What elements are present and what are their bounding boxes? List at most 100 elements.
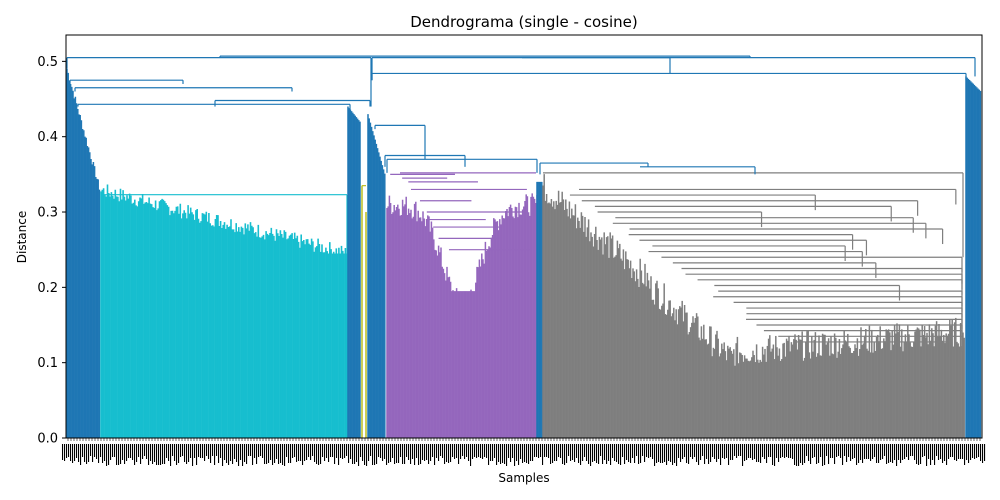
x-leaf-label — [196, 444, 198, 465]
x-leaf-label — [398, 444, 400, 463]
x-leaf-label — [972, 444, 974, 458]
x-leaf-label — [300, 444, 302, 461]
y-tick-label: 0.2 — [37, 281, 58, 296]
x-leaf-label — [146, 444, 148, 459]
x-leaf-label — [878, 444, 880, 463]
x-leaf-label — [914, 444, 916, 460]
x-leaf-label — [188, 444, 190, 462]
x-leaf-label — [270, 444, 272, 460]
x-leaf-label — [580, 444, 582, 465]
x-leaf-label — [96, 444, 98, 459]
x-leaf-label — [352, 444, 354, 464]
x-leaf-label — [84, 444, 86, 462]
x-leaf-label — [750, 444, 752, 458]
x-leaf-label — [628, 444, 630, 462]
x-leaf-label — [610, 444, 612, 465]
x-leaf-label — [98, 444, 100, 463]
x-leaf-label — [280, 444, 282, 463]
x-leaf-label — [764, 444, 766, 459]
x-leaf-label — [582, 444, 584, 461]
x-leaf-label — [112, 444, 114, 457]
x-leaf-label — [442, 444, 444, 458]
y-tick-label: 0.0 — [37, 432, 58, 447]
x-leaf-label — [296, 444, 298, 462]
x-leaf-label — [618, 444, 620, 464]
x-leaf-label — [632, 444, 634, 458]
x-leaf-label — [100, 444, 102, 457]
x-leaf-label — [468, 444, 470, 461]
x-leaf-label — [156, 444, 158, 465]
x-leaf-label — [422, 444, 424, 460]
x-leaf-label — [284, 444, 286, 466]
x-leaf-label — [702, 444, 704, 456]
x-leaf-label — [128, 444, 130, 458]
x-leaf-label — [78, 444, 80, 462]
x-leaf-label — [664, 444, 666, 462]
x-leaf-label — [406, 444, 408, 457]
x-leaf-label — [928, 444, 930, 459]
x-leaf-label — [534, 444, 536, 457]
x-leaf-label — [762, 444, 764, 457]
x-leaf-label — [376, 444, 378, 464]
x-leaf-label — [656, 444, 658, 463]
x-leaf-label — [544, 444, 546, 457]
x-leaf-label — [250, 444, 252, 456]
x-leaf-label — [80, 444, 82, 465]
x-leaf-label — [550, 444, 552, 464]
x-leaf-label — [154, 444, 156, 462]
x-leaf-label — [828, 444, 830, 464]
x-leaf-label — [870, 444, 872, 461]
x-leaf-label — [258, 444, 260, 457]
x-leaf-label — [102, 444, 104, 463]
x-leaf-label — [660, 444, 662, 463]
x-leaf-label — [918, 444, 920, 465]
x-leaf-label — [356, 444, 358, 462]
x-leaf-label — [466, 444, 468, 457]
x-leaf-label — [450, 444, 452, 462]
x-leaf-label — [694, 444, 696, 457]
x-leaf-label — [378, 444, 380, 457]
x-leaf-label — [978, 444, 980, 457]
x-leaf-label — [306, 444, 308, 460]
x-leaf-label — [150, 444, 152, 461]
x-leaf-label — [820, 444, 822, 457]
x-leaf-label — [620, 444, 622, 465]
x-leaf-label — [902, 444, 904, 460]
x-leaf-label — [208, 444, 210, 459]
x-leaf-label — [254, 444, 256, 458]
x-leaf-label — [974, 444, 976, 459]
x-leaf-label — [418, 444, 420, 465]
x-leaf-label — [236, 444, 238, 462]
x-leaf-label — [624, 444, 626, 464]
x-leaf-label — [608, 444, 610, 461]
x-leaf-label — [562, 444, 564, 464]
x-leaf-label — [856, 444, 858, 465]
x-leaf-label — [600, 444, 602, 456]
x-leaf-label — [302, 444, 304, 465]
x-leaf-label — [490, 444, 492, 461]
x-leaf-label — [566, 444, 568, 463]
x-leaf-label — [480, 444, 482, 458]
x-leaf-label — [704, 444, 706, 464]
x-leaf-label — [294, 444, 296, 457]
x-leaf-label — [802, 444, 804, 465]
x-leaf-label — [322, 444, 324, 457]
x-leaf-label — [214, 444, 216, 465]
x-leaf-label — [264, 444, 266, 464]
x-leaf-label — [68, 444, 70, 457]
x-leaf-label — [542, 444, 544, 465]
x-leaf-label — [460, 444, 462, 459]
x-leaf-label — [458, 444, 460, 464]
x-leaf-label — [136, 444, 138, 462]
x-leaf-label — [954, 444, 956, 460]
x-leaf-label — [890, 444, 892, 462]
x-leaf-label — [872, 444, 874, 459]
x-leaf-label — [110, 444, 112, 460]
x-leaf-label — [796, 444, 798, 466]
x-leaf-label — [552, 444, 554, 463]
y-tick-label: 0.5 — [37, 55, 58, 70]
x-leaf-label — [212, 444, 214, 456]
x-leaf-label — [436, 444, 438, 458]
x-leaf-label — [748, 444, 750, 458]
